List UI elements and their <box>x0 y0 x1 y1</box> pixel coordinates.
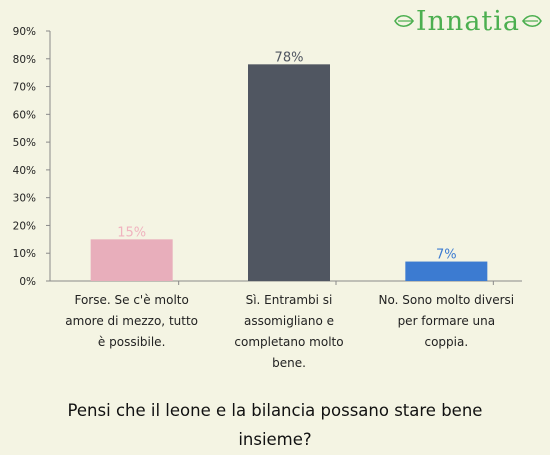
y-tick-label: 20% <box>13 220 36 232</box>
y-axis-ticks: 0% 10% 20% 30% 40% 50% 60% 70% 80% 90% <box>13 26 50 288</box>
y-tick-label: 30% <box>13 193 36 205</box>
logo-text: Innatia <box>415 5 520 37</box>
leaf-right-icon <box>522 14 542 28</box>
category-label: Sì. Entrambi si assomigliano e completan… <box>234 293 344 370</box>
y-tick-label: 80% <box>13 54 36 66</box>
chart-bars <box>90 64 488 281</box>
category-label: Forse. Se c'è molto amore di mezzo, tutt… <box>65 293 199 349</box>
y-tick-label: 50% <box>13 137 36 149</box>
leaf-left-icon <box>393 14 414 28</box>
bar-value-label: 15% <box>117 225 146 240</box>
y-tick-label: 40% <box>13 165 36 177</box>
y-tick-label: 0% <box>19 276 36 288</box>
bar-value-label: 7% <box>436 248 457 263</box>
y-tick-label: 90% <box>13 26 36 38</box>
innatia-logo: Innatia <box>393 4 542 38</box>
value-labels: 15% 78% 7% <box>117 50 456 262</box>
bar <box>248 64 330 281</box>
bar-value-label: 78% <box>275 50 304 65</box>
bar <box>90 239 173 281</box>
y-tick-label: 60% <box>13 109 36 121</box>
chart-question: Pensi che il leone e la bilancia possano… <box>67 401 483 449</box>
category-label: No. Sono molto diversi per formare una c… <box>378 293 515 349</box>
bar-chart: 0% 10% 20% 30% 40% 50% 60% 70% 80% 90% 15% 78% 7% <box>13 26 522 288</box>
bar <box>405 261 488 281</box>
y-tick-label: 10% <box>13 248 36 260</box>
y-tick-label: 70% <box>13 82 36 94</box>
